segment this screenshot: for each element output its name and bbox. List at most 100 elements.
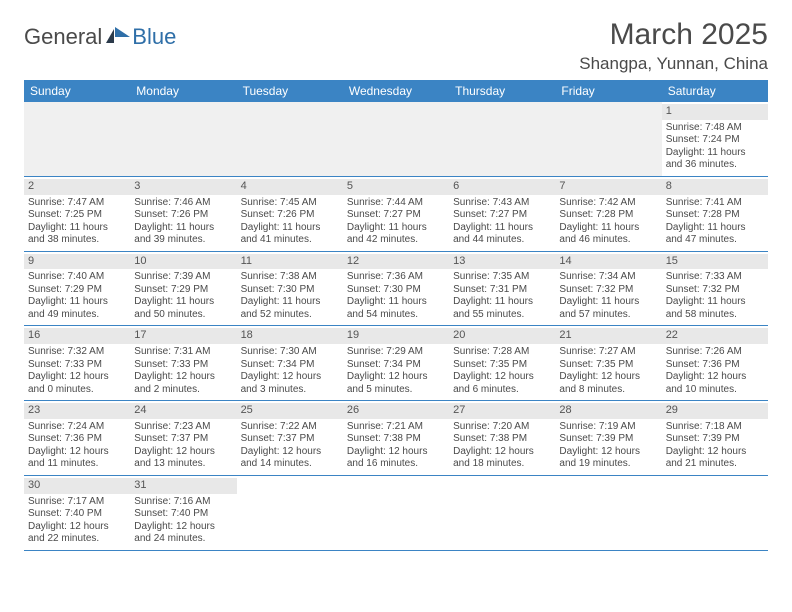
month-year: March 2025 <box>579 18 768 52</box>
sunrise-line: Sunrise: 7:30 AM <box>241 346 339 359</box>
weekday-header-row: Sunday Monday Tuesday Wednesday Thursday… <box>24 80 768 102</box>
sunrise-line: Sunrise: 7:27 AM <box>559 346 657 359</box>
day-cell: 31Sunrise: 7:16 AMSunset: 7:40 PMDayligh… <box>130 476 236 550</box>
daylight-line: Daylight: 12 hours and 19 minutes. <box>559 446 657 471</box>
week-row: 1Sunrise: 7:48 AMSunset: 7:24 PMDaylight… <box>24 102 768 177</box>
day-cell: 2Sunrise: 7:47 AMSunset: 7:25 PMDaylight… <box>24 177 130 251</box>
daylight-line: Daylight: 12 hours and 24 minutes. <box>134 521 232 546</box>
sunrise-line: Sunrise: 7:43 AM <box>453 197 551 210</box>
sunset-line: Sunset: 7:31 PM <box>453 284 551 297</box>
day-number: 18 <box>237 328 343 344</box>
day-cell <box>343 102 449 176</box>
day-number: 24 <box>130 403 236 419</box>
sunrise-line: Sunrise: 7:38 AM <box>241 271 339 284</box>
sunrise-line: Sunrise: 7:28 AM <box>453 346 551 359</box>
day-details: Sunrise: 7:39 AMSunset: 7:29 PMDaylight:… <box>134 271 232 321</box>
sunset-line: Sunset: 7:29 PM <box>28 284 126 297</box>
sunset-line: Sunset: 7:30 PM <box>347 284 445 297</box>
day-number: 19 <box>343 328 449 344</box>
day-details: Sunrise: 7:43 AMSunset: 7:27 PMDaylight:… <box>453 197 551 247</box>
daylight-line: Daylight: 11 hours and 46 minutes. <box>559 222 657 247</box>
day-details: Sunrise: 7:38 AMSunset: 7:30 PMDaylight:… <box>241 271 339 321</box>
day-details: Sunrise: 7:44 AMSunset: 7:27 PMDaylight:… <box>347 197 445 247</box>
day-number: 4 <box>237 179 343 195</box>
sunrise-line: Sunrise: 7:34 AM <box>559 271 657 284</box>
day-number: 22 <box>662 328 768 344</box>
day-details: Sunrise: 7:17 AMSunset: 7:40 PMDaylight:… <box>28 496 126 546</box>
empty-day <box>237 102 343 176</box>
sunrise-line: Sunrise: 7:26 AM <box>666 346 764 359</box>
day-details: Sunrise: 7:45 AMSunset: 7:26 PMDaylight:… <box>241 197 339 247</box>
sunset-line: Sunset: 7:39 PM <box>666 433 764 446</box>
sunrise-line: Sunrise: 7:23 AM <box>134 421 232 434</box>
sunrise-line: Sunrise: 7:17 AM <box>28 496 126 509</box>
day-details: Sunrise: 7:26 AMSunset: 7:36 PMDaylight:… <box>666 346 764 396</box>
day-number: 3 <box>130 179 236 195</box>
day-number: 31 <box>130 478 236 494</box>
week-row: 16Sunrise: 7:32 AMSunset: 7:33 PMDayligh… <box>24 326 768 401</box>
sunrise-line: Sunrise: 7:31 AM <box>134 346 232 359</box>
sunset-line: Sunset: 7:30 PM <box>241 284 339 297</box>
weekday-header: Monday <box>130 80 236 102</box>
daylight-line: Daylight: 12 hours and 13 minutes. <box>134 446 232 471</box>
daylight-line: Daylight: 12 hours and 6 minutes. <box>453 371 551 396</box>
day-cell <box>24 102 130 176</box>
daylight-line: Daylight: 11 hours and 58 minutes. <box>666 296 764 321</box>
day-details: Sunrise: 7:47 AMSunset: 7:25 PMDaylight:… <box>28 197 126 247</box>
location: Shangpa, Yunnan, China <box>579 54 768 74</box>
day-number: 20 <box>449 328 555 344</box>
day-cell: 1Sunrise: 7:48 AMSunset: 7:24 PMDaylight… <box>662 102 768 176</box>
sunset-line: Sunset: 7:32 PM <box>559 284 657 297</box>
sunrise-line: Sunrise: 7:45 AM <box>241 197 339 210</box>
sunset-line: Sunset: 7:33 PM <box>134 359 232 372</box>
empty-day <box>130 102 236 176</box>
day-details: Sunrise: 7:34 AMSunset: 7:32 PMDaylight:… <box>559 271 657 321</box>
sunset-line: Sunset: 7:28 PM <box>559 209 657 222</box>
day-cell: 16Sunrise: 7:32 AMSunset: 7:33 PMDayligh… <box>24 326 130 400</box>
day-number: 6 <box>449 179 555 195</box>
weeks-container: 1Sunrise: 7:48 AMSunset: 7:24 PMDaylight… <box>24 102 768 551</box>
daylight-line: Daylight: 11 hours and 54 minutes. <box>347 296 445 321</box>
sunset-line: Sunset: 7:40 PM <box>134 508 232 521</box>
sunset-line: Sunset: 7:35 PM <box>559 359 657 372</box>
day-cell: 12Sunrise: 7:36 AMSunset: 7:30 PMDayligh… <box>343 252 449 326</box>
logo-text-blue: Blue <box>132 24 176 50</box>
day-number: 16 <box>24 328 130 344</box>
sunset-line: Sunset: 7:34 PM <box>347 359 445 372</box>
day-number: 26 <box>343 403 449 419</box>
day-details: Sunrise: 7:41 AMSunset: 7:28 PMDaylight:… <box>666 197 764 247</box>
day-cell: 22 Sunrise: 7:26 AMSunset: 7:36 PMDayligh… <box>662 326 768 400</box>
day-cell: 30Sunrise: 7:17 AMSunset: 7:40 PMDayligh… <box>24 476 130 550</box>
daylight-line: Daylight: 11 hours and 55 minutes. <box>453 296 551 321</box>
week-row: 23Sunrise: 7:24 AMSunset: 7:36 PMDayligh… <box>24 401 768 476</box>
day-details: Sunrise: 7:40 AMSunset: 7:29 PMDaylight:… <box>28 271 126 321</box>
day-details: Sunrise: 7:31 AMSunset: 7:33 PMDaylight:… <box>134 346 232 396</box>
sunrise-line: Sunrise: 7:20 AM <box>453 421 551 434</box>
sunset-line: Sunset: 7:38 PM <box>453 433 551 446</box>
day-number: 25 <box>237 403 343 419</box>
sunset-line: Sunset: 7:39 PM <box>559 433 657 446</box>
day-cell: 7 Sunrise: 7:42 AMSunset: 7:28 PMDaylight… <box>555 177 661 251</box>
sunrise-line: Sunrise: 7:47 AM <box>28 197 126 210</box>
calendar: Sunday Monday Tuesday Wednesday Thursday… <box>24 80 768 551</box>
week-row: 9Sunrise: 7:40 AMSunset: 7:29 PMDaylight… <box>24 252 768 327</box>
day-number: 7 <box>555 179 661 195</box>
daylight-line: Daylight: 12 hours and 8 minutes. <box>559 371 657 396</box>
daylight-line: Daylight: 11 hours and 50 minutes. <box>134 296 232 321</box>
day-details: Sunrise: 7:42 AMSunset: 7:28 PMDaylight:… <box>559 197 657 247</box>
day-cell: 17Sunrise: 7:31 AMSunset: 7:33 PMDayligh… <box>130 326 236 400</box>
day-cell: 23Sunrise: 7:24 AMSunset: 7:36 PMDayligh… <box>24 401 130 475</box>
weekday-header: Saturday <box>662 80 768 102</box>
day-cell: 10Sunrise: 7:39 AMSunset: 7:29 PMDayligh… <box>130 252 236 326</box>
daylight-line: Daylight: 11 hours and 36 minutes. <box>666 147 764 172</box>
day-cell <box>237 476 343 550</box>
day-number: 13 <box>449 254 555 270</box>
empty-day <box>24 102 130 176</box>
day-cell: 15Sunrise: 7:33 AMSunset: 7:32 PMDayligh… <box>662 252 768 326</box>
day-cell: 25Sunrise: 7:22 AMSunset: 7:37 PMDayligh… <box>237 401 343 475</box>
day-cell <box>343 476 449 550</box>
day-details: Sunrise: 7:48 AMSunset: 7:24 PMDaylight:… <box>666 122 764 172</box>
daylight-line: Daylight: 12 hours and 22 minutes. <box>28 521 126 546</box>
sunrise-line: Sunrise: 7:46 AM <box>134 197 232 210</box>
sunset-line: Sunset: 7:33 PM <box>28 359 126 372</box>
